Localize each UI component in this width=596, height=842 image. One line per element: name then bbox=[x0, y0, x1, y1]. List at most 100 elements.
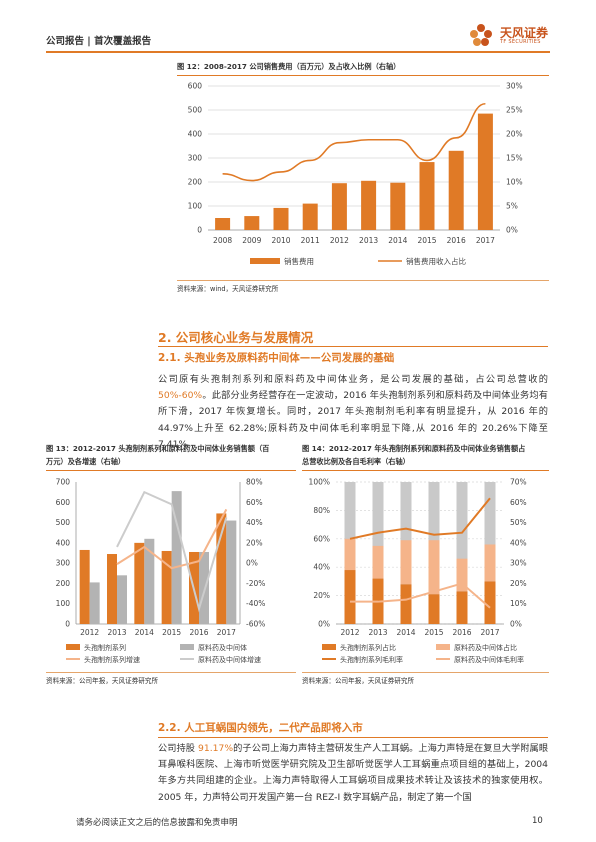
section-heading: 2. 公司核心业务与发展情况 bbox=[158, 330, 314, 345]
x-tick-label: 2012 bbox=[80, 628, 99, 637]
legend-label: 头孢制剂系列 bbox=[84, 643, 126, 652]
header-divider bbox=[46, 51, 550, 53]
y2-tick-label: 20% bbox=[246, 538, 263, 547]
y2-tick-label: 10% bbox=[506, 178, 523, 187]
y2-tick-label: 40% bbox=[510, 538, 527, 547]
legend-label: 原料药及中间体增速 bbox=[198, 655, 261, 664]
x-tick-label: 2010 bbox=[271, 236, 290, 245]
x-tick-label: 2012 bbox=[340, 628, 359, 637]
y-tick-label: 0 bbox=[197, 226, 202, 235]
figure12-chart: 0 100 200 300 400 500 600 0% 5% 10% 15% 20% 25% 30% 20… bbox=[188, 82, 523, 267]
figure14-chart: 0% 20% 40% 60% 80% 100% 0% 10% 20% 30% 40% 50% 60% 70… bbox=[309, 478, 527, 665]
x-tick-label: 2014 bbox=[135, 628, 154, 637]
y-tick-label: 500 bbox=[56, 518, 71, 527]
subsection-heading-1: 2.1. 头孢业务及原料药中间体——公司发展的基础 bbox=[158, 352, 395, 364]
legend-swatch-bar bbox=[436, 644, 450, 650]
y-tick-label: 200 bbox=[188, 178, 203, 187]
bar-cephalosporin-share bbox=[456, 591, 468, 624]
y-tick-label: 300 bbox=[188, 154, 203, 163]
bar-total bbox=[456, 482, 468, 624]
y2-tick-label: 20% bbox=[506, 130, 523, 139]
bar-cephalosporin bbox=[134, 542, 145, 624]
x-tick-label: 2013 bbox=[359, 236, 378, 245]
report-header: 公司报告 | 首次覆盖报告 bbox=[46, 36, 152, 47]
y2-tick-label: 15% bbox=[506, 154, 523, 163]
x-tick-label: 2015 bbox=[162, 628, 181, 637]
bar-cephalosporin bbox=[107, 554, 117, 624]
figure13-title-rule bbox=[46, 470, 296, 471]
legend-swatch-bar bbox=[250, 258, 280, 264]
bar-api bbox=[89, 582, 100, 624]
y-tick-label: 20% bbox=[313, 591, 330, 600]
y-tick-label: 100 bbox=[188, 202, 203, 211]
bar-api-share bbox=[372, 545, 384, 579]
y2-tick-label: 25% bbox=[506, 106, 523, 115]
y-tick-label: 500 bbox=[188, 106, 203, 115]
bar-cephalosporin-share bbox=[344, 570, 356, 624]
series-line bbox=[349, 497, 491, 540]
bar bbox=[361, 180, 377, 230]
y2-tick-label: 10% bbox=[510, 599, 527, 608]
paragraph-2: 公司持股 91.17%的子公司上海力声特主营研发生产人工耳蜗。上海力声特是在复旦… bbox=[158, 743, 549, 803]
x-tick-label: 2014 bbox=[396, 628, 415, 637]
y2-tick-label: 0% bbox=[506, 226, 518, 235]
bar bbox=[244, 216, 260, 230]
legend-label: 原料药及中间体占比 bbox=[454, 643, 517, 652]
section-heading-rule bbox=[158, 346, 548, 347]
y2-tick-label: -20% bbox=[246, 579, 265, 588]
x-tick-label: 2009 bbox=[242, 236, 261, 245]
bar-api-share bbox=[428, 540, 440, 595]
series-line bbox=[350, 582, 491, 609]
bar-api-share bbox=[400, 540, 412, 585]
legend-swatch-bar bbox=[66, 644, 80, 650]
series-line bbox=[116, 490, 228, 613]
y-tick-label: 40% bbox=[313, 563, 330, 572]
bar-api bbox=[199, 551, 209, 624]
paragraph-1: 公司原有头孢制剂系列和原料药及中间体业务，是公司发展的基础，占公司总营收的50%… bbox=[158, 374, 548, 450]
y-tick-label: 100% bbox=[309, 478, 330, 487]
figure12-bottom-rule bbox=[177, 280, 549, 281]
x-tick-label: 2015 bbox=[424, 628, 443, 637]
y2-tick-label: 40% bbox=[246, 518, 263, 527]
x-tick-label: 2008 bbox=[213, 236, 232, 245]
bar-api bbox=[171, 491, 182, 624]
y2-tick-label: 60% bbox=[510, 498, 527, 507]
bar bbox=[273, 207, 289, 230]
legend-label: 头孢制剂系列毛利率 bbox=[340, 655, 403, 664]
bar-cephalosporin-share bbox=[484, 581, 496, 624]
logo-subtitle: TF SECURITIES bbox=[500, 39, 541, 45]
y-tick-label: 400 bbox=[188, 130, 203, 139]
y2-tick-label: -40% bbox=[246, 599, 265, 608]
legend-swatch-bar bbox=[322, 644, 336, 650]
logo bbox=[470, 24, 492, 46]
bar-api-share bbox=[484, 544, 496, 582]
x-tick-label: 2017 bbox=[480, 628, 499, 637]
y2-tick-label: 0% bbox=[510, 620, 522, 629]
legend-label: 销售费用 bbox=[284, 256, 314, 266]
subsection-heading-2: 2.2. 人工耳蜗国内领先，二代产品即将入市 bbox=[158, 722, 363, 734]
figure12-title: 图 12：2008-2017 公司销售费用（百万元）及占收入比例（右轴） bbox=[177, 62, 401, 71]
bar bbox=[419, 162, 435, 230]
page-number: 10 bbox=[532, 816, 543, 826]
y2-tick-label: 30% bbox=[506, 82, 523, 91]
bar bbox=[477, 113, 493, 230]
bar-api bbox=[117, 575, 127, 624]
bar-cephalosporin-share bbox=[428, 594, 440, 624]
figure14-bottom-rule bbox=[302, 672, 549, 673]
y2-tick-label: 20% bbox=[510, 579, 527, 588]
legend-label: 原料药及中间体毛利率 bbox=[454, 655, 524, 664]
y2-tick-label: 60% bbox=[246, 498, 263, 507]
x-tick-label: 2017 bbox=[217, 628, 236, 637]
bar-api bbox=[144, 538, 155, 624]
y-tick-label: 0 bbox=[65, 620, 70, 629]
figure13-source: 资料来源：公司年报，天风证券研究所 bbox=[46, 677, 159, 685]
y-tick-label: 700 bbox=[56, 478, 71, 487]
bar bbox=[331, 183, 347, 230]
bar-api bbox=[226, 520, 237, 624]
legend-label: 头孢制剂系列占比 bbox=[340, 643, 396, 652]
logo-name: 天风证券 bbox=[500, 26, 549, 40]
y2-tick-label: 50% bbox=[510, 518, 527, 527]
x-tick-label: 2016 bbox=[447, 236, 466, 245]
figure13-chart: 0 100 200 300 400 500 600 700 -60% -40% -20% 0% 20% 4… bbox=[56, 478, 266, 665]
bar bbox=[215, 218, 231, 230]
